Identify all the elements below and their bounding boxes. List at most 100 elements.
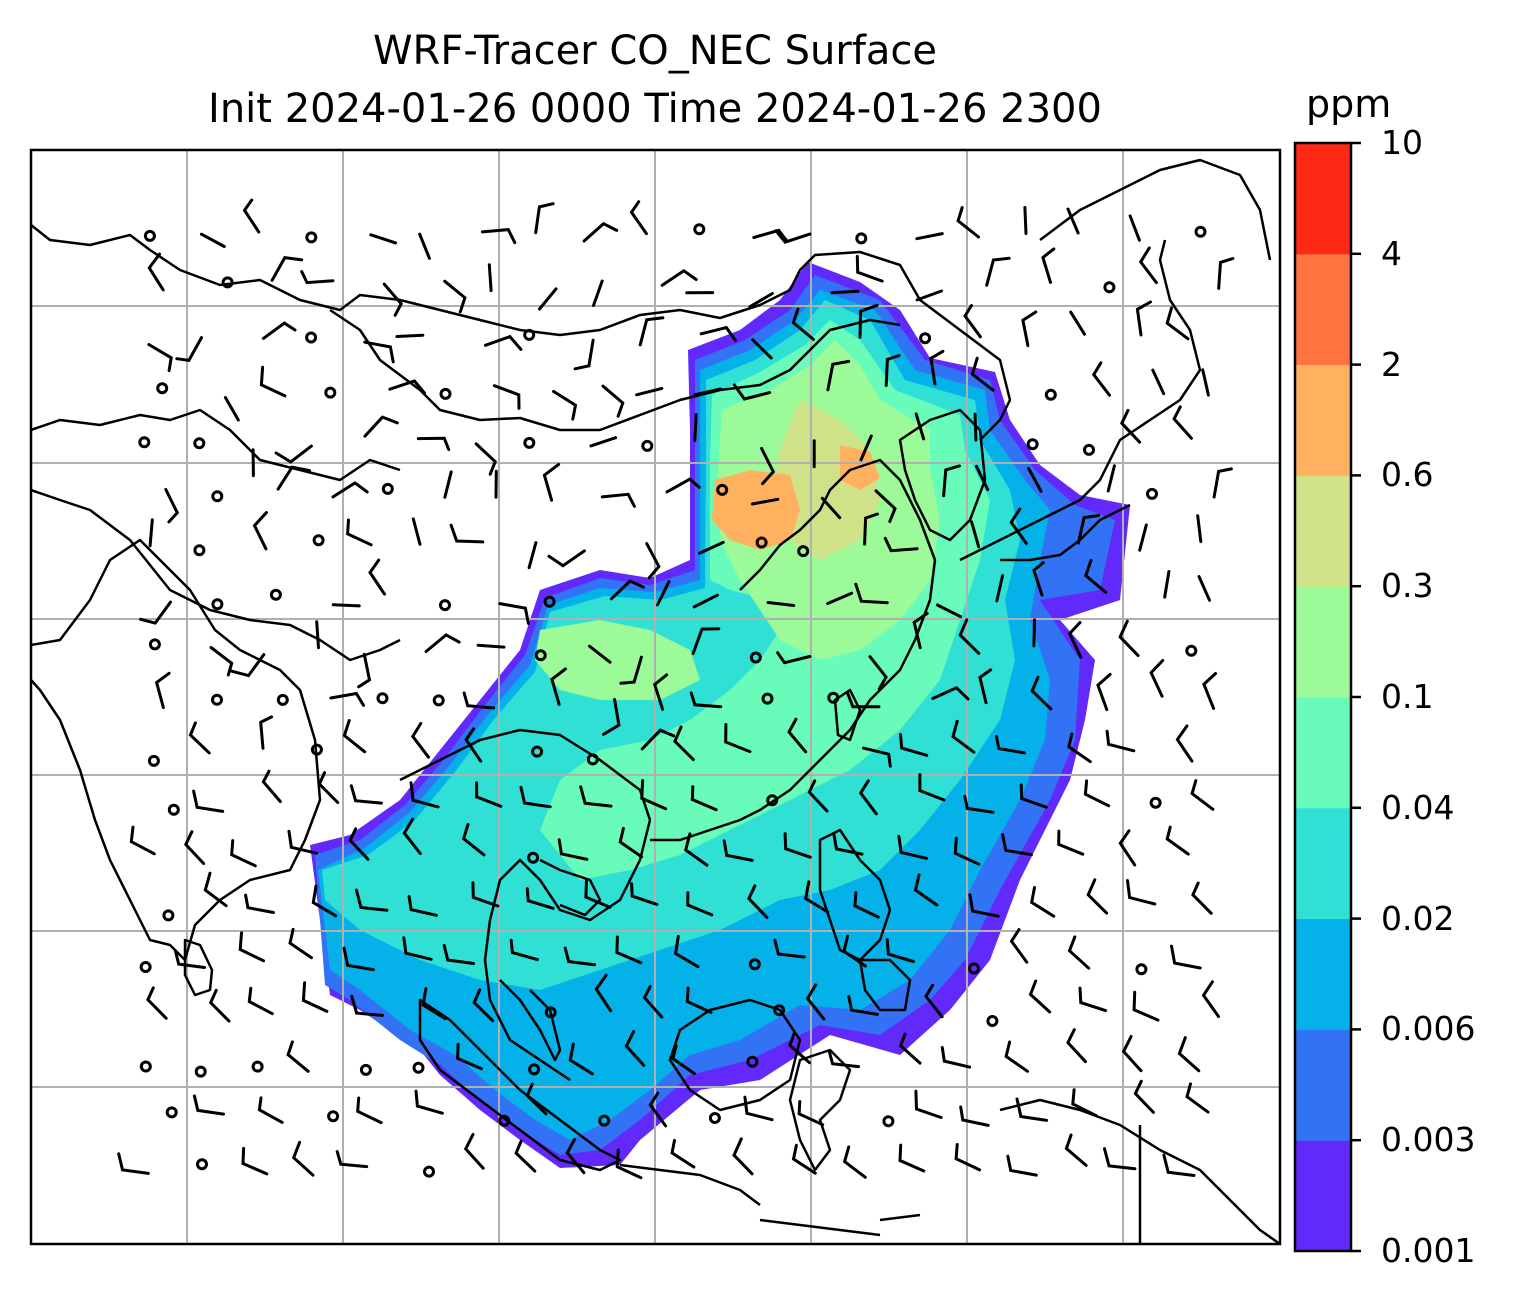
wind-barb (552, 389, 578, 421)
calm-circle (1185, 644, 1198, 657)
wind-barb (276, 465, 311, 491)
wind-barb (410, 721, 430, 759)
wind-barb (968, 893, 1000, 918)
wind-barb (804, 880, 830, 914)
wind-barb (547, 549, 586, 568)
wind-barb (686, 891, 714, 917)
wind-barb (918, 773, 946, 802)
wind-barb (1135, 300, 1152, 337)
wind-barb (291, 1140, 315, 1177)
wind-barb (618, 826, 644, 859)
coastline-japan-south (1000, 503, 1131, 562)
wind-barb (692, 593, 719, 609)
calm-circle (919, 332, 932, 345)
wind-barb (624, 1030, 646, 1067)
wind-barb (673, 935, 700, 969)
wind-barb (471, 881, 500, 908)
wind-barb (1032, 618, 1036, 648)
coastline-india (31, 538, 322, 962)
concentration-field (310, 262, 1130, 1168)
wind-barb (270, 255, 304, 282)
wind-barb (743, 1095, 774, 1122)
wind-barb (683, 832, 709, 867)
wind-barb (935, 603, 963, 619)
calm-circle (165, 1106, 178, 1119)
wind-barb (854, 582, 889, 605)
wind-barb (973, 412, 978, 442)
calm-circle (598, 1114, 611, 1127)
calm-circle (139, 961, 152, 973)
wind-barb (461, 823, 486, 857)
wind-barb (259, 365, 287, 398)
wind-barb (691, 627, 721, 655)
map-title-line2: Init 2024-01-26 0000 Time 2024-01-26 230… (208, 86, 1102, 132)
calm-circle (139, 1060, 152, 1073)
calm-circle (716, 483, 729, 496)
calm-circle (269, 588, 282, 601)
wind-barb (146, 986, 168, 1020)
coastline-timor (759, 1218, 881, 1237)
wind-barb (858, 779, 878, 816)
wind-barb (363, 340, 395, 364)
coastline-borneo (668, 998, 802, 1112)
wind-barb (1185, 1082, 1210, 1114)
wind-barb (619, 655, 643, 685)
colorbar-tick-label: 0.006 (1381, 1009, 1476, 1049)
wind-barb (594, 973, 613, 1013)
wind-barb (287, 829, 319, 855)
wind-barb (259, 715, 274, 750)
wind-barb (652, 673, 669, 711)
wind-barb (192, 789, 225, 813)
wind-barb (970, 520, 981, 549)
colorbar-tick-label: 0.001 (1381, 1231, 1476, 1270)
calm-circle (755, 536, 768, 549)
wind-barb (670, 1138, 696, 1169)
calm-circle (1083, 443, 1095, 456)
wind-barb (317, 771, 340, 804)
wind-barb (147, 252, 165, 292)
wind-barb (568, 1042, 594, 1076)
colorbar-tick-label: 10 (1381, 123, 1423, 162)
wind-barb (913, 873, 939, 907)
wind-barb (773, 938, 806, 959)
wind-barb (722, 839, 754, 862)
wind-barb (845, 691, 881, 709)
wind-barb (690, 785, 718, 812)
colorbar (1295, 141, 1361, 1253)
wind-barb (963, 794, 995, 814)
wind-barb (1083, 779, 1111, 808)
wind-barb (1175, 724, 1194, 763)
wind-barb (1023, 206, 1028, 235)
wind-barb (203, 871, 228, 908)
wind-barb (442, 943, 475, 965)
calm-circle (423, 1165, 435, 1178)
wind-barb (963, 304, 982, 339)
wind-barb (783, 832, 812, 859)
wind-barb (242, 198, 261, 234)
wind-barb (832, 832, 864, 856)
wind-barb (230, 653, 266, 678)
wind-barb (346, 518, 373, 547)
wind-barb (602, 698, 621, 736)
colorbar-segment (1295, 586, 1351, 698)
calm-circle (968, 962, 980, 975)
wind-barb (1201, 368, 1210, 397)
wind-barb (388, 379, 426, 395)
wind-barb (1009, 507, 1028, 545)
wind-barb (175, 336, 203, 363)
wind-barb (940, 1046, 972, 1069)
wind-barb (859, 434, 873, 462)
wind-barb (443, 470, 453, 499)
wind-barb (630, 882, 659, 906)
wind-barb (1163, 570, 1171, 599)
calm-circle (827, 691, 840, 704)
wind-barb (826, 359, 851, 392)
wind-barb (230, 839, 257, 868)
wind-barb (751, 338, 773, 360)
coastline-sulawesi (788, 1048, 852, 1172)
wind-barb (402, 936, 433, 961)
wind-barb (244, 893, 275, 914)
wind-barb (858, 303, 879, 339)
wind-barb (1019, 783, 1048, 809)
calm-circle (156, 382, 169, 395)
